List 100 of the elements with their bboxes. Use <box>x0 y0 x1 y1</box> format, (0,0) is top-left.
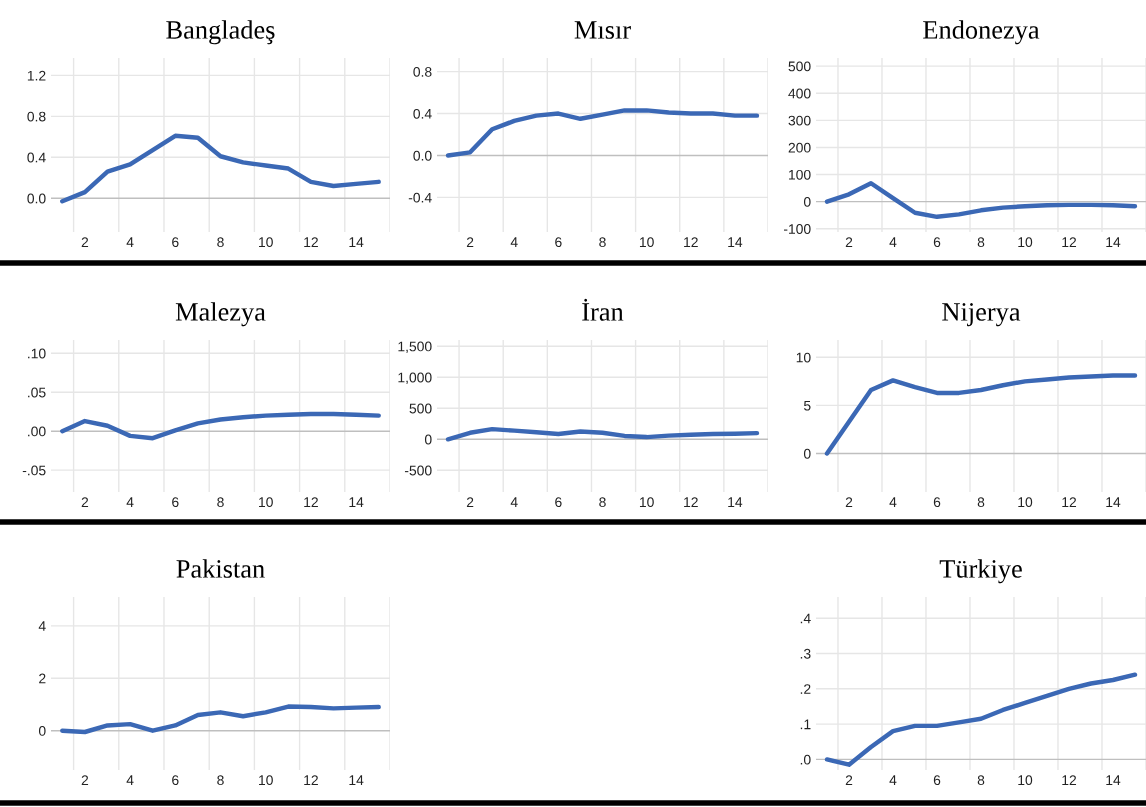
y-tick-label: .10 <box>28 348 46 359</box>
x-tick-label: 14 <box>728 497 743 507</box>
x-tick-label: 6 <box>555 497 562 508</box>
x-tick-label: 14 <box>349 775 364 785</box>
x-tick-label: 14 <box>1106 497 1121 507</box>
x-tick-label: 4 <box>126 775 134 785</box>
chart-title: Bangladeş <box>166 20 275 45</box>
y-tick-label: 0.8 <box>413 66 432 77</box>
x-tick-label: 14 <box>349 237 364 247</box>
y-tick-label: 1.2 <box>27 70 46 81</box>
y-tick-label: -0.4 <box>408 192 432 203</box>
line-series <box>824 373 1138 456</box>
x-tick-label: 14 <box>1106 237 1121 247</box>
x-tick-label: 10 <box>259 497 273 508</box>
x-tick-label: 2 <box>81 775 89 785</box>
x-tick-label: 12 <box>304 497 318 507</box>
y-tick-label: 0.0 <box>27 193 46 204</box>
y-tick-label: .2 <box>800 684 811 694</box>
chart-title: Pakistan <box>176 559 265 578</box>
x-tick-label: 8 <box>217 237 224 248</box>
x-tick-label: 4 <box>126 497 134 507</box>
x-tick-label: 12 <box>684 237 698 247</box>
y-tick-label: 0.0 <box>413 150 432 161</box>
y-tick-label: -100 <box>783 224 811 234</box>
x-tick-label: 6 <box>933 497 941 508</box>
x-tick-label: 4 <box>889 237 897 247</box>
y-tick-label: 2 <box>39 673 46 684</box>
line-series <box>445 108 760 158</box>
y-tick-label: 5 <box>803 400 811 411</box>
y-tick-label: .05 <box>28 387 46 398</box>
x-tick-label: 12 <box>1062 775 1077 785</box>
y-tick-label: 1,500 <box>398 341 432 354</box>
y-tick-label: 400 <box>788 88 811 99</box>
x-tick-label: 4 <box>510 237 518 247</box>
y-tick-label: 0.8 <box>27 111 46 122</box>
x-tick-label: 4 <box>889 497 897 507</box>
y-tick-label: .4 <box>800 613 811 624</box>
x-tick-label: 8 <box>977 497 985 508</box>
chart-title: Mısır <box>574 21 631 39</box>
x-tick-label: 2 <box>845 497 853 507</box>
x-tick-label: 12 <box>684 497 698 507</box>
y-tick-label: 500 <box>788 61 811 72</box>
x-tick-label: 14 <box>728 237 743 247</box>
x-tick-label: 8 <box>599 497 606 508</box>
x-tick-label: 4 <box>889 775 897 785</box>
line-series <box>445 426 760 442</box>
x-tick-label: 8 <box>599 237 606 248</box>
y-tick-label: 0.4 <box>413 108 432 119</box>
y-tick-label: .00 <box>28 426 46 437</box>
x-tick-label: 2 <box>466 237 474 247</box>
y-tick-label: .3 <box>800 648 811 659</box>
x-tick-label: 2 <box>81 497 89 507</box>
x-tick-label: 10 <box>259 775 273 786</box>
x-tick-label: 8 <box>217 775 224 786</box>
x-tick-label: 10 <box>1018 775 1033 786</box>
y-tick-label: .0 <box>800 754 811 765</box>
x-tick-label: 4 <box>510 497 518 507</box>
chart-title: Malezya <box>175 302 266 327</box>
y-tick-label: 0 <box>38 726 46 736</box>
chart-title: Endonezya <box>923 20 1040 45</box>
x-tick-label: 8 <box>217 497 224 508</box>
y-tick-label: 4 <box>38 621 46 631</box>
x-tick-label: 6 <box>172 237 179 248</box>
x-tick-label: 10 <box>639 497 654 508</box>
y-tick-label: .1 <box>800 719 811 730</box>
y-tick-label: 100 <box>789 169 811 180</box>
x-tick-label: 10 <box>1018 237 1033 248</box>
chart-title: İran <box>582 298 624 321</box>
y-tick-label: 200 <box>788 142 811 153</box>
x-tick-label: 6 <box>172 775 179 786</box>
y-tick-label: -.05 <box>22 465 46 476</box>
x-tick-label: 12 <box>304 775 318 785</box>
y-tick-label: 0 <box>424 434 432 445</box>
line-series <box>60 133 381 204</box>
x-tick-label: 2 <box>845 775 853 785</box>
line-series <box>60 704 381 735</box>
x-tick-label: 2 <box>845 237 853 247</box>
y-tick-label: 500 <box>409 403 432 414</box>
x-tick-label: 6 <box>172 497 179 508</box>
x-tick-label: 12 <box>304 237 318 247</box>
x-tick-label: 2 <box>466 497 474 507</box>
x-tick-label: 4 <box>126 237 134 247</box>
chart-title: Nijerya <box>942 303 1021 327</box>
line-series <box>824 672 1138 767</box>
x-tick-label: 14 <box>349 497 364 507</box>
x-tick-label: 14 <box>1106 775 1121 785</box>
line-series <box>60 411 381 441</box>
x-tick-label: 2 <box>81 237 89 247</box>
y-tick-label: 0 <box>803 196 811 207</box>
x-tick-label: 6 <box>933 237 941 248</box>
y-tick-label: -500 <box>404 465 432 476</box>
x-tick-label: 10 <box>639 237 654 248</box>
x-tick-label: 6 <box>933 775 941 786</box>
y-tick-label: 10 <box>796 352 811 363</box>
x-tick-label: 10 <box>259 237 273 248</box>
line-series <box>824 180 1138 220</box>
x-tick-label: 10 <box>1018 497 1033 508</box>
y-tick-label: 0 <box>803 448 811 459</box>
x-tick-label: 12 <box>1062 497 1077 507</box>
x-tick-label: 12 <box>1062 237 1077 247</box>
